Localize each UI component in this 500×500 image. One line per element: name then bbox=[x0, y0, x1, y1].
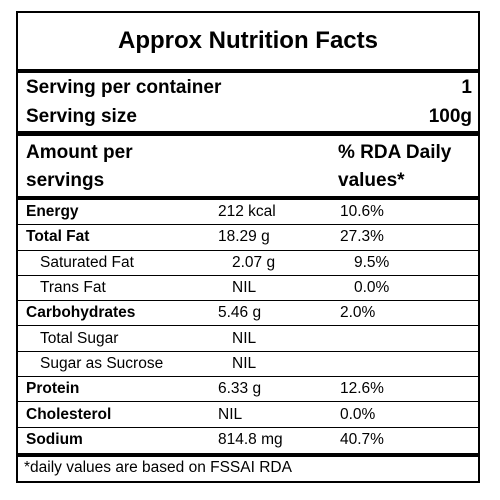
footnote: *daily values are based on FSSAI RDA bbox=[18, 452, 478, 479]
nutrient-rda: 2.0% bbox=[340, 304, 376, 322]
nutrient-value: NIL bbox=[232, 329, 257, 347]
nutrient-row-total-fat: Total Fat 18.29 g 27.3% bbox=[18, 225, 478, 251]
rda-header-line1: % RDA Daily bbox=[338, 142, 452, 163]
nutrient-name: Trans Fat bbox=[40, 279, 106, 297]
serving-per-container-row: Serving per container 1 bbox=[18, 73, 478, 102]
nutrient-value: NIL bbox=[232, 279, 257, 297]
nutrient-row-sugar-as-sucrose: Sugar as Sucrose NIL bbox=[18, 352, 478, 378]
nutrient-rda: 27.3% bbox=[340, 228, 384, 246]
amount-header-line2: servings bbox=[26, 170, 105, 191]
nutrient-name: Saturated Fat bbox=[40, 253, 134, 271]
serving-size-label: Serving size bbox=[26, 105, 137, 127]
nutrient-rda: 9.5% bbox=[354, 253, 390, 271]
nutrient-table: Energy 212 kcal 10.6% Total Fat 18.29 g … bbox=[18, 200, 478, 453]
serving-size-row: Serving size 100g bbox=[18, 102, 478, 131]
nutrient-name: Sodium bbox=[26, 431, 83, 449]
nutrient-name: Protein bbox=[26, 380, 80, 398]
amount-header: Amount per servings bbox=[18, 136, 338, 196]
nutrient-rda: 12.6% bbox=[340, 380, 384, 398]
nutrient-value: NIL bbox=[218, 405, 243, 423]
nutrient-name: Total Sugar bbox=[40, 329, 119, 347]
amount-header-line1: Amount per bbox=[26, 142, 133, 163]
serving-per-container-label: Serving per container bbox=[26, 76, 222, 98]
nutrient-value: 5.46 g bbox=[218, 304, 262, 322]
nutrient-value: 18.29 g bbox=[218, 228, 270, 246]
nutrient-row-cholesterol: Cholesterol NIL 0.0% bbox=[18, 402, 478, 428]
label-title: Approx Nutrition Facts bbox=[18, 13, 478, 73]
rda-header-line2: values* bbox=[338, 170, 405, 191]
serving-info: Serving per container 1 Serving size 100… bbox=[18, 73, 478, 136]
nutrient-value: 212 kcal bbox=[218, 203, 276, 221]
nutrient-name: Energy bbox=[26, 203, 79, 221]
nutrient-value: NIL bbox=[232, 354, 257, 372]
table-header: Amount per servings % RDA Daily values* bbox=[18, 136, 478, 200]
nutrient-name: Sugar as Sucrose bbox=[40, 354, 164, 372]
nutrition-facts-label: Approx Nutrition Facts Serving per conta… bbox=[16, 11, 480, 483]
nutrient-name: Carbohydrates bbox=[26, 304, 136, 322]
nutrient-value: 814.8 mg bbox=[218, 431, 283, 449]
nutrient-rda: 10.6% bbox=[340, 203, 384, 221]
nutrient-rda: 0.0% bbox=[340, 405, 376, 423]
nutrient-value: 6.33 g bbox=[218, 380, 262, 398]
nutrient-row-energy: Energy 212 kcal 10.6% bbox=[18, 200, 478, 226]
serving-size-value: 100g bbox=[428, 105, 472, 127]
nutrient-row-total-sugar: Total Sugar NIL bbox=[18, 326, 478, 352]
rda-header: % RDA Daily values* bbox=[338, 136, 451, 196]
nutrient-row-trans-fat: Trans Fat NIL 0.0% bbox=[18, 276, 478, 302]
nutrient-value: 2.07 g bbox=[232, 253, 276, 271]
nutrient-row-saturated-fat: Saturated Fat 2.07 g 9.5% bbox=[18, 251, 478, 276]
nutrient-name: Total Fat bbox=[26, 228, 90, 246]
serving-per-container-value: 1 bbox=[461, 76, 472, 98]
nutrient-row-protein: Protein 6.33 g 12.6% bbox=[18, 377, 478, 403]
nutrient-rda: 0.0% bbox=[354, 279, 390, 297]
nutrient-row-carbohydrates: Carbohydrates 5.46 g 2.0% bbox=[18, 301, 478, 327]
nutrient-row-sodium: Sodium 814.8 mg 40.7% bbox=[18, 428, 478, 453]
nutrient-name: Cholesterol bbox=[26, 405, 112, 423]
nutrient-rda: 40.7% bbox=[340, 431, 384, 449]
